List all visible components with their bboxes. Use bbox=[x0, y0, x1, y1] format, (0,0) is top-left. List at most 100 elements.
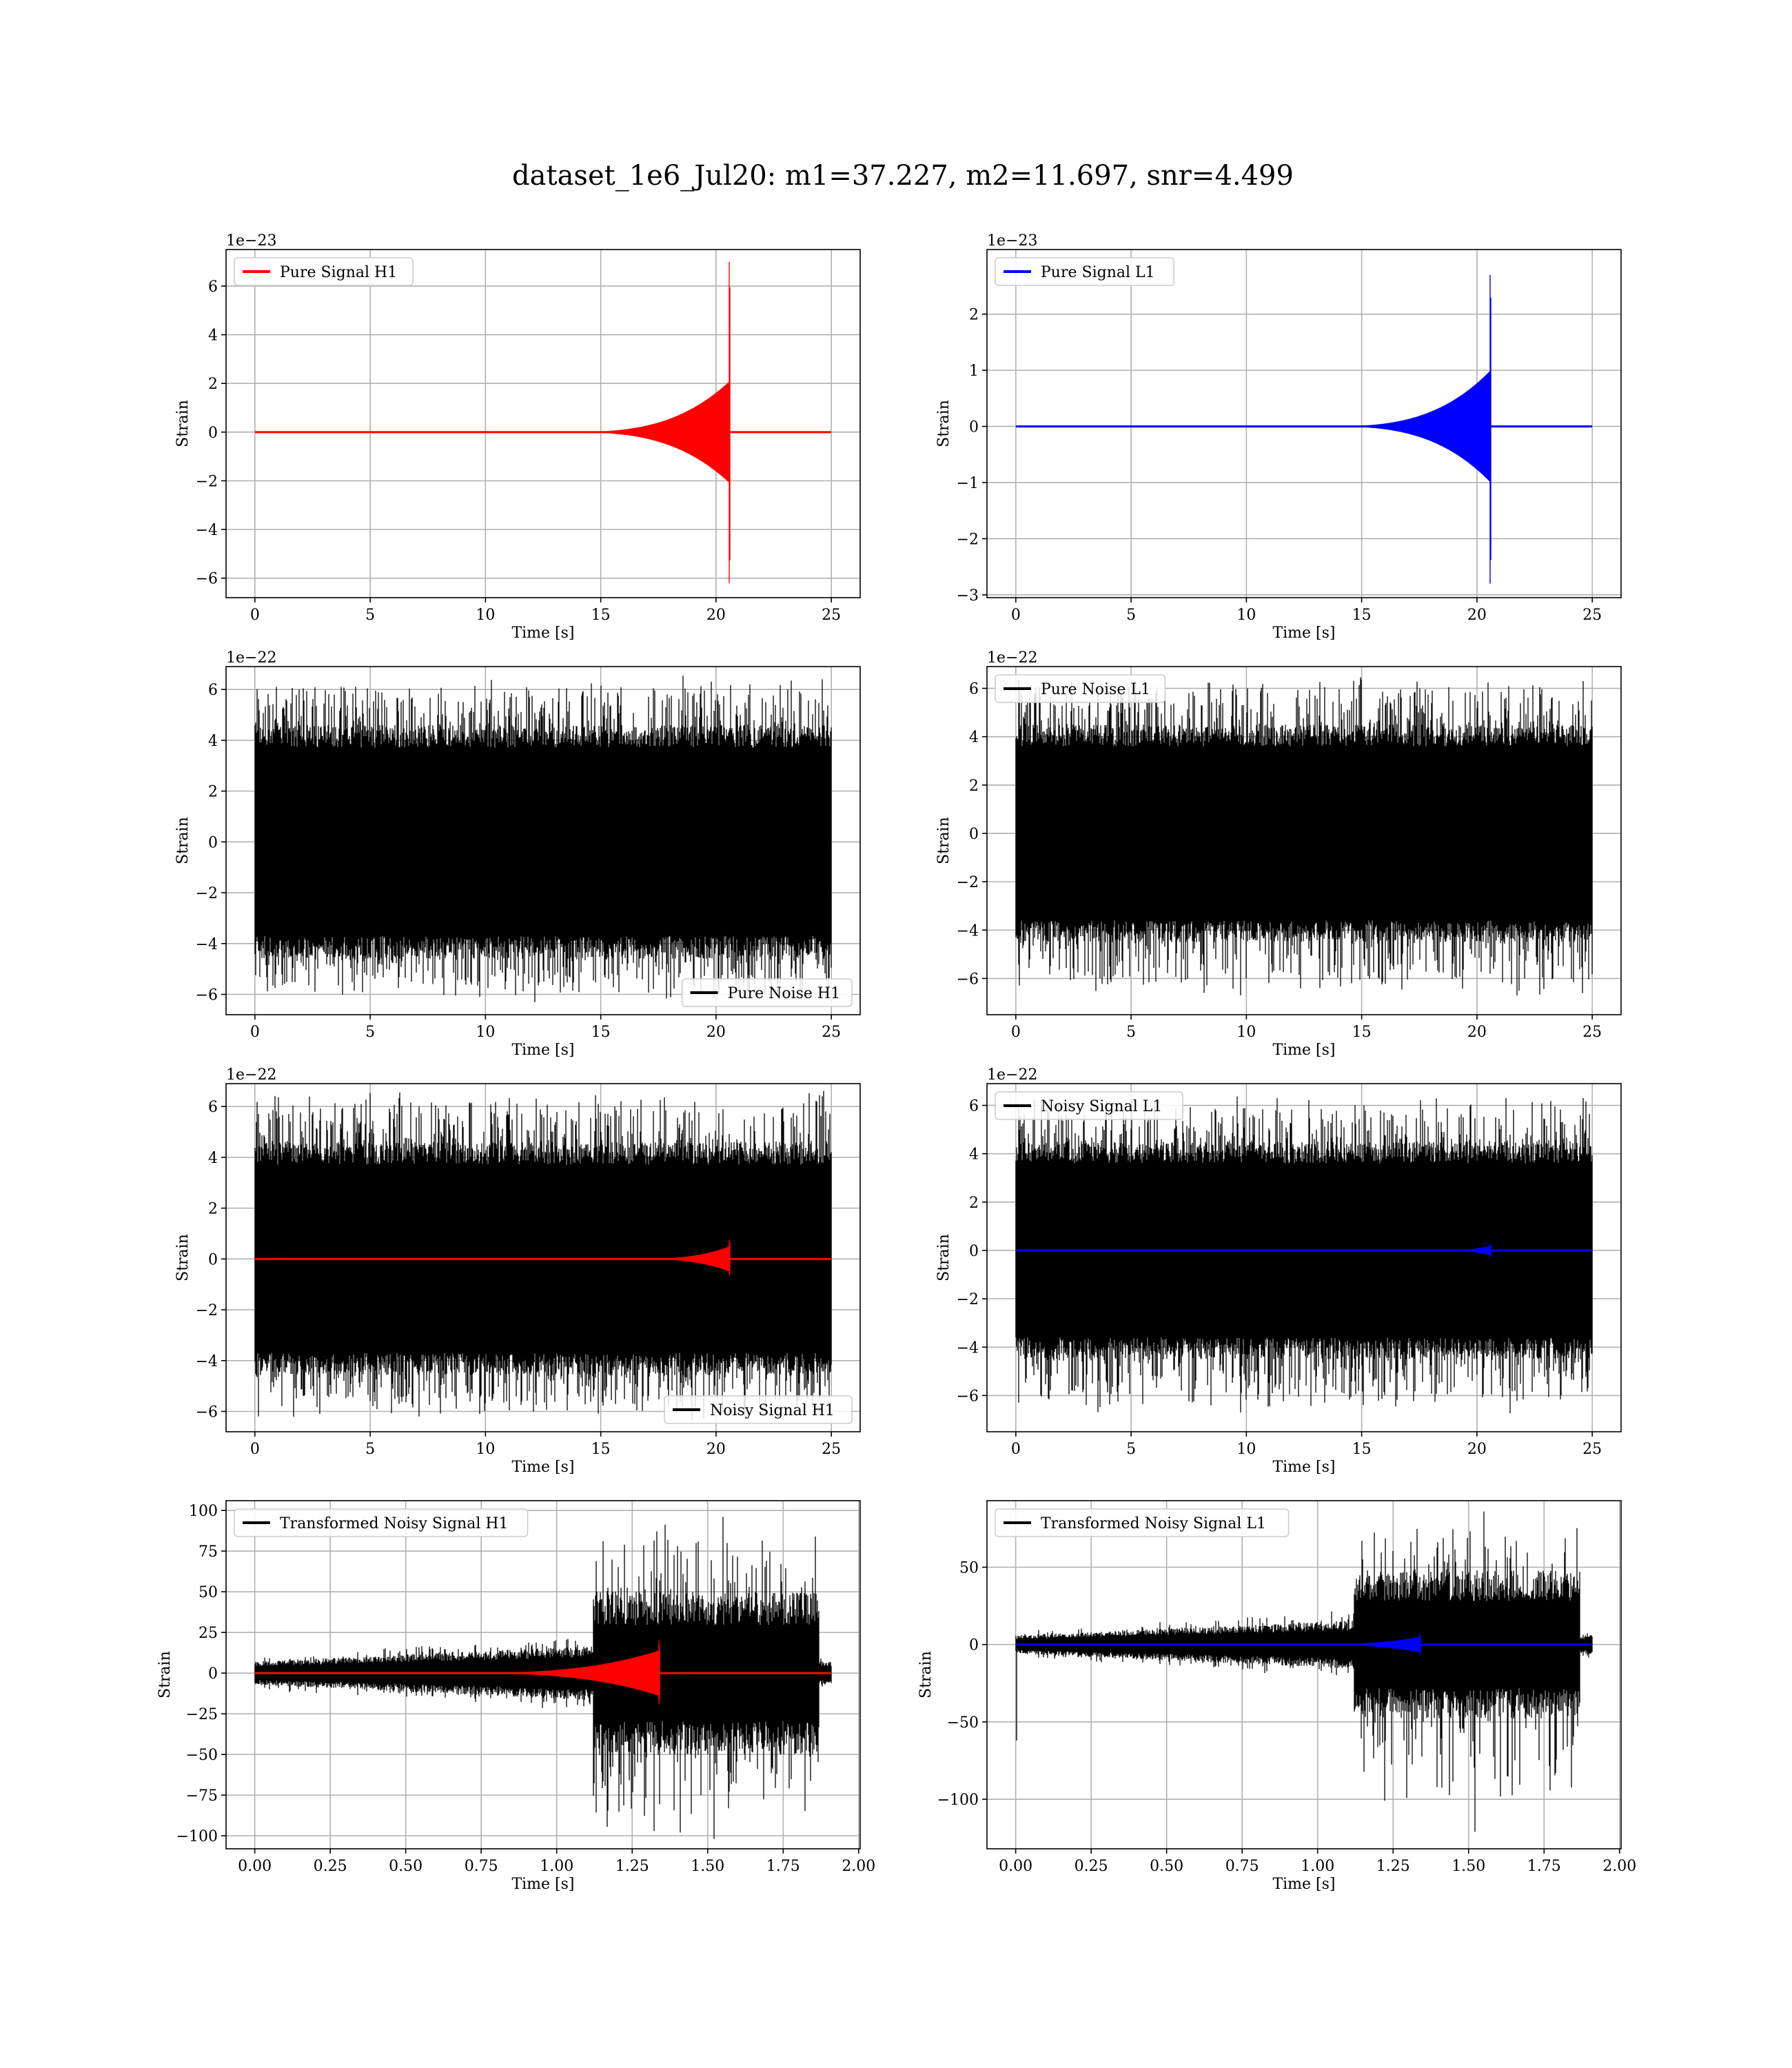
y-tick-label: −6 bbox=[957, 1388, 979, 1405]
plot-area-noisy-signal-h1 bbox=[254, 1091, 832, 1420]
y-tick-label: 0 bbox=[208, 1251, 218, 1268]
subplot-pure-signal-h1: 0 5 10 15 20 25 −6 −4 −2 0 2 4 6 Time [s] Strain 1e−23P… bbox=[174, 232, 861, 642]
y-tick-label: 4 bbox=[208, 1150, 218, 1167]
x-tick-label: 20 bbox=[1467, 1441, 1487, 1458]
x-tick-label: 0.25 bbox=[1075, 1858, 1108, 1875]
x-tick-label: 1.00 bbox=[540, 1858, 573, 1875]
axes-frame bbox=[225, 249, 861, 598]
y-tick-label: 75 bbox=[198, 1543, 218, 1561]
x-tick-label: 25 bbox=[822, 1441, 841, 1458]
y-tick-label: 6 bbox=[969, 681, 979, 698]
series-trace bbox=[1329, 274, 1491, 584]
y-tick-label: −1 bbox=[957, 475, 979, 492]
series-trace bbox=[633, 1239, 731, 1276]
x-tick-label: 0.75 bbox=[1225, 1858, 1259, 1875]
legend-box bbox=[234, 257, 414, 286]
y-tick-label: 2 bbox=[208, 376, 218, 393]
axes-frame bbox=[225, 1083, 861, 1432]
y-tick-label: −4 bbox=[196, 936, 218, 953]
x-tick-label: 0 bbox=[250, 1024, 260, 1041]
y-axis-label: Strain bbox=[935, 400, 953, 447]
axes-frame bbox=[225, 1500, 861, 1849]
y-tick-label: 50 bbox=[198, 1584, 218, 1601]
x-axis-label: Time [s] bbox=[1272, 1042, 1335, 1059]
x-tick-label: 10 bbox=[476, 1441, 495, 1458]
x-tick-label: 20 bbox=[706, 1024, 726, 1041]
x-tick-label: 2.00 bbox=[842, 1858, 875, 1875]
x-tick-label: 25 bbox=[822, 607, 841, 624]
legend-pure-noise-l1: Pure Noise L1 bbox=[995, 674, 1166, 703]
x-tick-label: 2.00 bbox=[1602, 1858, 1636, 1875]
legend-pure-signal-h1: Pure Signal H1 bbox=[234, 257, 414, 286]
y-tick-label: 0 bbox=[208, 834, 218, 851]
series-pure-signal-l1-0 bbox=[1016, 274, 1592, 584]
x-tick-label: 0.50 bbox=[1150, 1858, 1183, 1875]
x-tick-label: 15 bbox=[591, 1441, 611, 1458]
y-tick-label: 0 bbox=[969, 1637, 979, 1654]
x-tick-label: 10 bbox=[476, 607, 495, 624]
x-tick-label: 20 bbox=[706, 607, 726, 624]
legend-label: Noisy Signal L1 bbox=[1041, 1098, 1162, 1115]
x-tick-label: 20 bbox=[706, 1441, 726, 1458]
y-tick-label: −2 bbox=[957, 874, 979, 891]
y-tick-label: −50 bbox=[186, 1747, 218, 1764]
y-tick-label: −3 bbox=[957, 587, 979, 605]
x-tick-label: 0 bbox=[1011, 1441, 1021, 1458]
legend-box bbox=[234, 1508, 529, 1537]
subplot-transformed-noisy-signal-h1: 0.00 0.25 0.50 0.75 1.00 1.25 1.50 1.75 2.00 −100… bbox=[156, 1500, 875, 1893]
legend-label: Pure Signal H1 bbox=[280, 264, 397, 281]
y-tick-label: −75 bbox=[186, 1787, 218, 1805]
y-axis-label: Strain bbox=[917, 1651, 935, 1699]
y-tick-label: 2 bbox=[208, 1201, 218, 1218]
series-trace bbox=[1015, 677, 1593, 996]
x-tick-label: 0.75 bbox=[465, 1858, 498, 1875]
axis-offset-text: 1e−22 bbox=[226, 649, 276, 667]
x-tick-label: 1.75 bbox=[1527, 1858, 1561, 1875]
axes-frame bbox=[986, 1500, 1622, 1849]
y-axis-label: Strain bbox=[174, 400, 192, 447]
x-tick-label: 10 bbox=[1236, 1441, 1256, 1458]
plot-area-transformed-noisy-signal-h1 bbox=[254, 1517, 832, 1839]
legend-box bbox=[681, 978, 853, 1007]
y-tick-label: 2 bbox=[969, 307, 979, 324]
axis-offset-text: 1e−23 bbox=[226, 232, 276, 250]
y-tick-label: 50 bbox=[959, 1560, 979, 1577]
legend-label: Transformed Noisy Signal H1 bbox=[280, 1515, 509, 1532]
y-tick-label: 0 bbox=[969, 419, 979, 436]
subplot-pure-signal-l1: 0 5 10 15 20 25 −3 −2 −1 0 1 2 Time [s] Strain 1e−23Pu… bbox=[935, 232, 1622, 642]
y-tick-label: 4 bbox=[969, 1146, 979, 1164]
x-tick-label: 5 bbox=[1126, 607, 1136, 624]
y-tick-label: 100 bbox=[189, 1503, 218, 1520]
y-tick-label: 2 bbox=[969, 1195, 979, 1212]
x-axis-label: Time [s] bbox=[511, 625, 574, 642]
subplot-pure-noise-h1: 0 5 10 15 20 25 −6 −4 −2 0 2 4 6 Time [s] Strain 1e−22 P… bbox=[174, 649, 861, 1059]
series-transformed-noisy-signal-h1-1 bbox=[255, 1640, 831, 1704]
legend-box bbox=[995, 1508, 1290, 1537]
x-tick-label: 25 bbox=[1582, 607, 1602, 624]
x-tick-label: 25 bbox=[1582, 1024, 1602, 1041]
x-tick-label: 5 bbox=[365, 1441, 375, 1458]
axis-offset-text: 1e−22 bbox=[987, 1066, 1037, 1084]
series-noisy-signal-h1-1 bbox=[255, 1239, 831, 1276]
axis-offset-text: 1e−22 bbox=[987, 649, 1037, 667]
plot-area-pure-noise-l1 bbox=[1015, 677, 1593, 996]
legend-label: Noisy Signal H1 bbox=[710, 1402, 835, 1419]
plot-area-pure-signal-h1 bbox=[255, 261, 831, 583]
y-axis-label: Strain bbox=[174, 817, 192, 864]
x-axis-label: Time [s] bbox=[511, 1459, 574, 1476]
y-tick-label: 2 bbox=[208, 784, 218, 801]
y-tick-label: −2 bbox=[957, 1291, 979, 1308]
x-tick-label: 10 bbox=[1236, 607, 1256, 624]
plot-area-transformed-noisy-signal-l1 bbox=[1015, 1511, 1593, 1832]
x-tick-label: 5 bbox=[365, 607, 375, 624]
series-trace bbox=[454, 1640, 660, 1704]
y-tick-label: −100 bbox=[937, 1792, 979, 1809]
x-axis-label: Time [s] bbox=[1272, 625, 1335, 642]
x-axis-label: Time [s] bbox=[1272, 1459, 1335, 1476]
axis-offset-text: 1e−22 bbox=[226, 1066, 276, 1084]
y-tick-label: −2 bbox=[196, 885, 218, 902]
x-tick-label: 25 bbox=[822, 1024, 841, 1041]
y-tick-label: −50 bbox=[947, 1714, 979, 1732]
